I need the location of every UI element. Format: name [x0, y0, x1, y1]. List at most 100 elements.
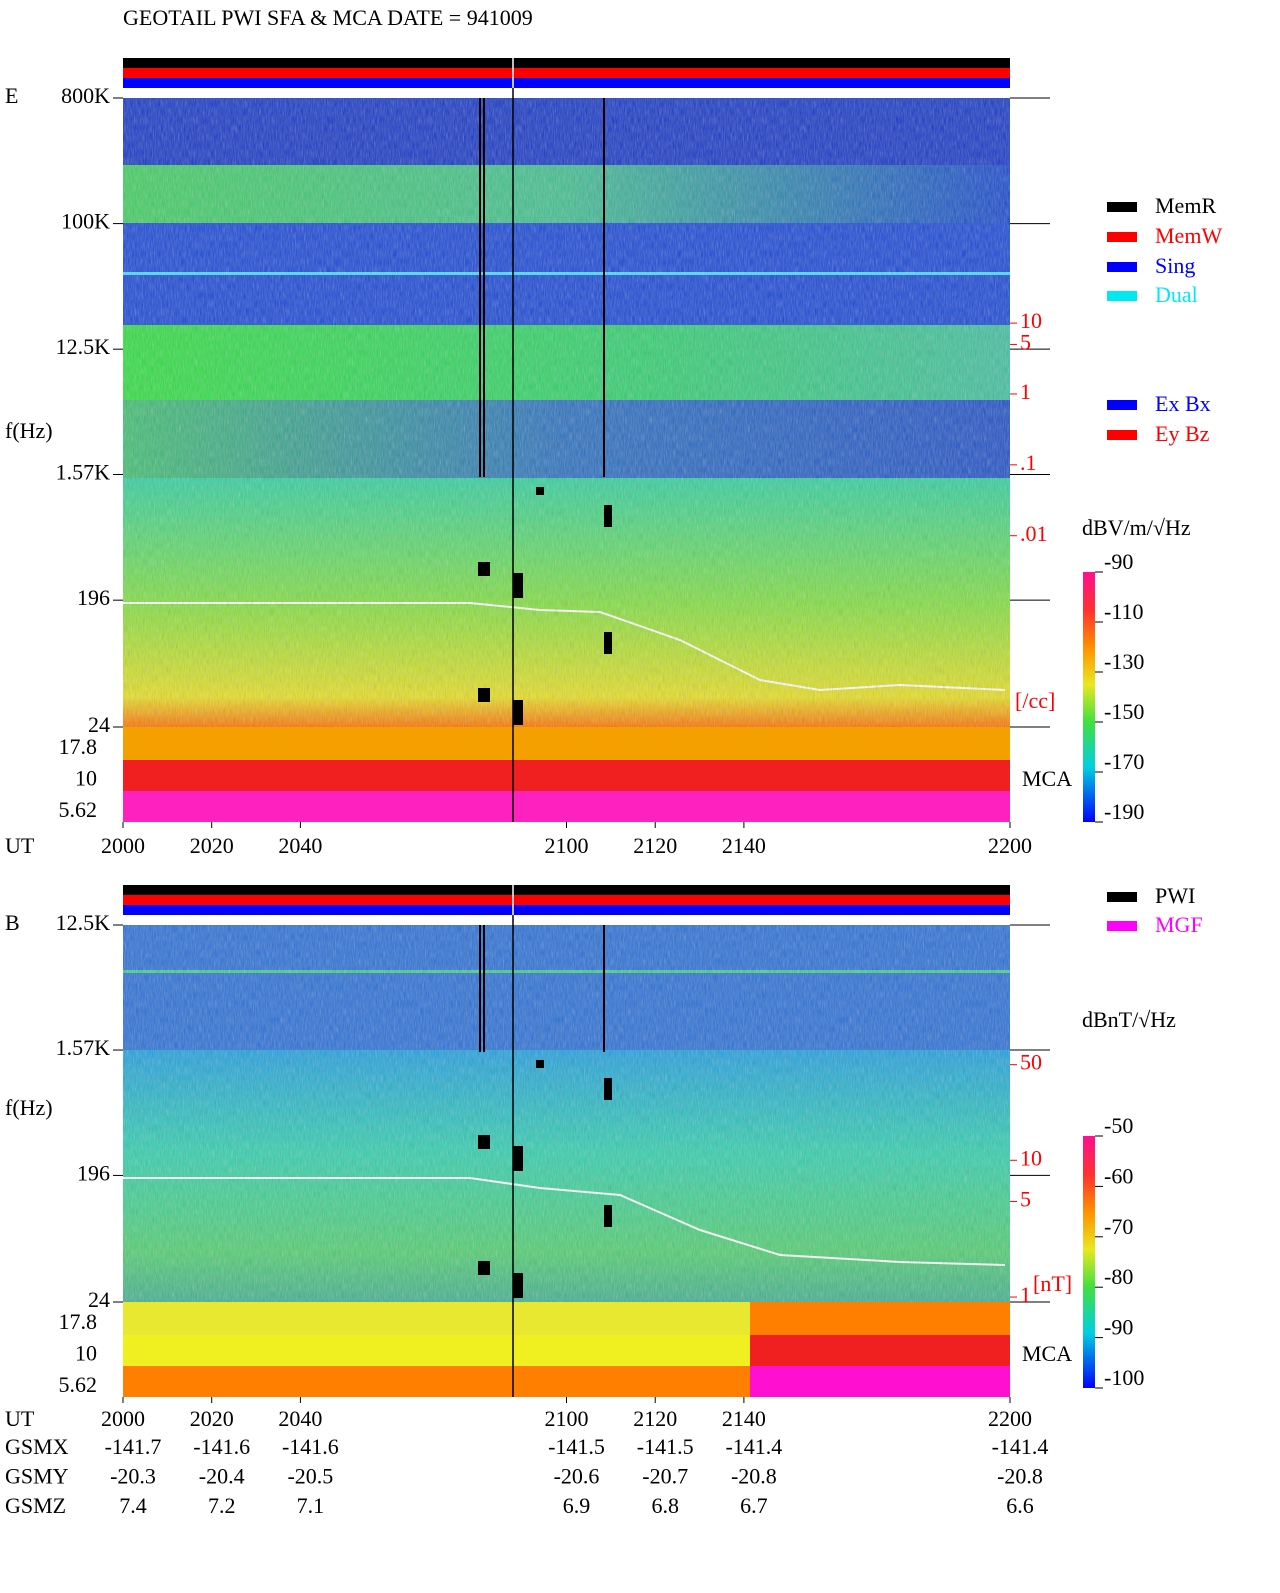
legend-swatch [1107, 892, 1137, 902]
x-tick-label: 2120 [633, 833, 677, 858]
orbit-value: -20.5 [287, 1464, 333, 1489]
y-tick-label: 24 [88, 1287, 110, 1312]
x-tick-label: 2000 [101, 1406, 145, 1431]
colorbar-label: dBnT/√Hz [1082, 1007, 1176, 1032]
spectrogram-cell [604, 632, 612, 654]
status-bar [123, 905, 1010, 915]
noise-overlay [123, 98, 1010, 727]
y-tick-label: 800K [61, 83, 110, 108]
colorbar-tick-label: -100 [1104, 1365, 1144, 1390]
density-tick-label: 5 [1020, 1186, 1031, 1211]
colorbar-tick-label: -70 [1104, 1214, 1133, 1239]
legend-swatch [1107, 291, 1137, 301]
spectrogram-cell [513, 1273, 523, 1298]
y-tick-label: 1.57K [56, 460, 111, 485]
spectrogram-cell [478, 562, 490, 576]
spectrogram-cell [513, 1146, 523, 1171]
legend-label: Ex Bx [1155, 391, 1211, 416]
y-tick-label: 12.5K [56, 910, 111, 935]
legend-swatch [1107, 262, 1137, 272]
x-tick-label: 2200 [988, 1406, 1032, 1431]
spectrogram-cell [123, 760, 1010, 791]
orbit-value: -141.4 [992, 1434, 1049, 1459]
colorbar-tick-label: -90 [1104, 549, 1133, 574]
legend-label: Ey Bz [1155, 421, 1210, 446]
legend-label: Sing [1155, 253, 1195, 278]
orbit-value: -141.6 [282, 1434, 339, 1459]
spectrogram-cell [750, 1335, 1010, 1366]
x-tick-label: 2100 [545, 833, 589, 858]
orbit-value: 7.4 [119, 1493, 147, 1518]
chart-title: GEOTAIL PWI SFA & MCA DATE = 941009 [123, 5, 533, 30]
x-tick-label: 2020 [190, 1406, 234, 1431]
orbit-value: -141.4 [725, 1434, 782, 1459]
colorbar-tick-label: -170 [1104, 749, 1144, 774]
y-axis-label: f(Hz) [5, 1095, 53, 1120]
spectrogram-cell [750, 1302, 1010, 1335]
spectrogram-cell [513, 700, 523, 725]
mca-channel-label: 5.62 [59, 797, 98, 822]
mca-label: MCA [1022, 1341, 1072, 1366]
panel-label: E [5, 83, 18, 108]
status-bar [123, 885, 1010, 895]
density-unit: [nT] [1033, 1271, 1072, 1296]
status-bar [123, 895, 1010, 905]
orbit-row-label: GSMY [5, 1464, 69, 1489]
spectrogram-cell [604, 1078, 612, 1100]
density-tick-label: 50 [1020, 1050, 1042, 1075]
density-tick-label: 10 [1020, 308, 1042, 333]
mca-channel-label: 10 [75, 1341, 97, 1366]
x-axis-label: UT [5, 833, 35, 858]
colorbar [1083, 572, 1095, 822]
panel-label: B [5, 910, 20, 935]
legend-label: Dual [1155, 282, 1198, 307]
orbit-value: -141.6 [193, 1434, 250, 1459]
density-unit: [/cc] [1015, 688, 1055, 713]
mca-channel-label: 5.62 [59, 1372, 98, 1397]
colorbar-tick-label: -110 [1104, 599, 1144, 624]
mca-channel-label: 17.8 [59, 1309, 98, 1334]
legend-swatch [1107, 232, 1137, 242]
legend-label: MemW [1155, 223, 1222, 248]
spectrogram-cell [478, 1135, 490, 1149]
x-tick-label: 2140 [722, 1406, 766, 1431]
orbit-value: 7.1 [297, 1493, 325, 1518]
orbit-row-label: GSMX [5, 1434, 69, 1459]
orbit-value: 6.9 [563, 1493, 591, 1518]
y-tick-label: 196 [77, 585, 110, 610]
orbit-value: -20.3 [110, 1464, 156, 1489]
colorbar-label: dBV/m/√Hz [1082, 515, 1191, 540]
orbit-value: -20.8 [731, 1464, 777, 1489]
legend-swatch [1107, 400, 1137, 410]
mca-channel-label: 10 [75, 766, 97, 791]
orbit-value: 6.7 [740, 1493, 768, 1518]
colorbar-tick-label: -190 [1104, 799, 1144, 824]
orbit-value: 6.8 [651, 1493, 679, 1518]
spectrogram-cell [536, 1060, 544, 1068]
spectrogram-cell [478, 1261, 490, 1275]
mca-label: MCA [1022, 766, 1072, 791]
orbit-value: -141.5 [548, 1434, 605, 1459]
orbit-value: -20.8 [997, 1464, 1043, 1489]
mca-channel-label: 17.8 [59, 734, 98, 759]
x-tick-label: 2140 [722, 833, 766, 858]
density-tick-label: 10 [1020, 1145, 1042, 1170]
density-tick-label: .01 [1020, 521, 1048, 546]
status-bar [123, 58, 1010, 68]
density-tick-label: 1 [1020, 1282, 1031, 1307]
legend-swatch [1107, 202, 1137, 212]
density-tick-label: .1 [1020, 450, 1037, 475]
x-tick-label: 2040 [278, 833, 322, 858]
x-tick-label: 2000 [101, 833, 145, 858]
spectrogram-cell [604, 505, 612, 527]
colorbar-tick-label: -130 [1104, 649, 1144, 674]
x-tick-label: 2020 [190, 833, 234, 858]
colorbar [1083, 1136, 1095, 1388]
colorbar-tick-label: -50 [1104, 1113, 1133, 1138]
legend-label: MemR [1155, 193, 1216, 218]
orbit-value: 7.2 [208, 1493, 236, 1518]
y-tick-label: 100K [61, 209, 110, 234]
y-tick-label: 1.57K [56, 1035, 111, 1060]
x-axis-label: UT [5, 1406, 35, 1431]
